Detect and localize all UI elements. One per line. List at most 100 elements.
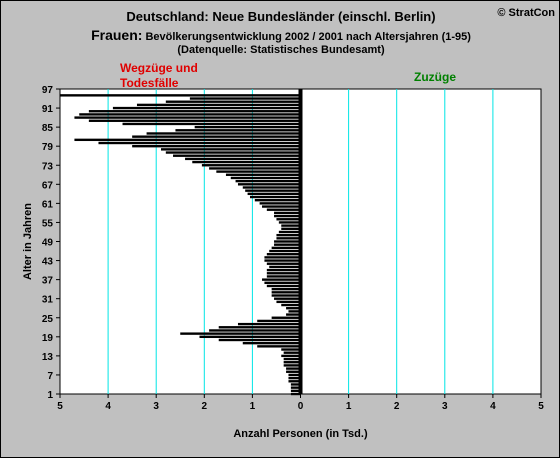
bar-wegzuege <box>98 141 301 145</box>
bar-wegzuege <box>271 316 301 319</box>
bar-wegzuege <box>88 119 301 122</box>
bar-wegzuege <box>283 361 301 364</box>
chart-subtitle: Frauen: Bevölkerungsentwicklung 2002 / 2… <box>1 27 560 43</box>
bar-wegzuege <box>242 341 301 345</box>
bar-wegzuege <box>288 380 301 383</box>
bar-wegzuege <box>237 322 301 326</box>
bar-wegzuege <box>74 116 301 119</box>
bar-wegzuege <box>262 278 301 281</box>
y-tick-label: 7 <box>47 371 53 382</box>
y-tick-label: 13 <box>42 352 54 363</box>
bar-wegzuege <box>165 151 301 154</box>
bar-wegzuege <box>288 310 301 313</box>
bar-wegzuege <box>283 351 301 354</box>
bar-wegzuege <box>266 262 301 265</box>
bar-wegzuege <box>237 183 301 186</box>
bar-wegzuege <box>278 230 301 234</box>
bar-wegzuege <box>132 144 301 148</box>
bar-wegzuege <box>271 287 301 291</box>
bar-wegzuege <box>264 281 301 284</box>
bar-wegzuege <box>274 211 301 215</box>
bar-wegzuege <box>274 297 301 300</box>
bar-wegzuege <box>201 164 301 167</box>
bar-wegzuege <box>146 132 301 135</box>
bar-wegzuege <box>283 357 301 361</box>
bar-wegzuege <box>257 319 301 323</box>
bar-wegzuege <box>269 249 301 253</box>
bar-wegzuege <box>262 205 301 208</box>
copyright-label: © StratCon <box>497 7 555 19</box>
bar-wegzuege <box>288 376 301 380</box>
bar-wegzuege <box>266 284 301 288</box>
bar-wegzuege <box>286 370 301 373</box>
x-tick-label: 5 <box>57 401 63 412</box>
y-tick-label: 79 <box>42 142 54 153</box>
x-tick-label: 5 <box>538 401 544 412</box>
bar-wegzuege <box>259 202 301 205</box>
bar-wegzuege <box>216 170 301 173</box>
bar-wegzuege <box>286 313 301 316</box>
bar-wegzuege <box>173 154 301 157</box>
bar-wegzuege <box>281 348 301 351</box>
bar-wegzuege <box>249 195 301 199</box>
bar-wegzuege <box>161 148 301 151</box>
y-tick-label: 1 <box>47 390 53 401</box>
bar-wegzuege <box>271 246 301 250</box>
chart-title: Deutschland: Neue Bundesländer (einschl.… <box>126 9 436 24</box>
bar-wegzuege <box>88 110 301 113</box>
x-tick-label: 0 <box>298 401 304 412</box>
bar-wegzuege <box>266 272 301 275</box>
bar-wegzuege <box>79 113 301 116</box>
x-tick-label: 4 <box>490 401 496 412</box>
subtitle-prefix: Frauen: <box>91 27 143 43</box>
bar-wegzuege <box>218 326 301 329</box>
bar-wegzuege <box>276 218 301 221</box>
y-tick-label: 97 <box>42 85 54 96</box>
bar-wegzuege <box>290 389 301 393</box>
x-tick-label: 2 <box>394 401 400 412</box>
bar-wegzuege <box>242 186 301 189</box>
bar-wegzuege <box>271 291 301 294</box>
bar-wegzuege <box>218 338 301 342</box>
bar-wegzuege <box>264 259 301 262</box>
data-source: (Datenquelle: Statistisches Bundesamt) <box>177 44 385 56</box>
y-tick-label: 43 <box>42 257 54 268</box>
bar-wegzuege <box>74 138 301 142</box>
bar-wegzuege <box>132 135 301 138</box>
y-tick-label: 85 <box>42 123 54 134</box>
x-tick-label: 1 <box>250 401 256 412</box>
bar-wegzuege <box>290 392 301 396</box>
zero-axis-line <box>298 89 303 394</box>
bar-wegzuege <box>276 300 301 304</box>
bar-wegzuege <box>274 240 301 243</box>
x-tick-label: 3 <box>153 401 159 412</box>
bar-wegzuege <box>165 100 301 103</box>
y-axis-title: Alter in Jahren <box>22 203 34 280</box>
y-tick-label: 91 <box>42 104 54 115</box>
bar-wegzuege <box>274 214 301 218</box>
bar-wegzuege <box>266 208 301 211</box>
bar-wegzuege <box>281 354 301 358</box>
bar-wegzuege <box>286 307 301 310</box>
x-tick-label: 4 <box>105 401 111 412</box>
bar-wegzuege <box>264 256 301 259</box>
bar-wegzuege <box>235 179 301 183</box>
bar-wegzuege <box>266 275 301 278</box>
y-tick-label: 31 <box>42 295 54 306</box>
x-tick-label: 1 <box>346 401 352 412</box>
bar-wegzuege <box>194 125 301 129</box>
right-region-label: Zuzüge <box>414 70 456 84</box>
bar-wegzuege <box>209 329 301 332</box>
bar-wegzuege <box>274 243 301 246</box>
bar-wegzuege <box>245 189 301 192</box>
y-tick-label: 73 <box>42 161 54 172</box>
bar-wegzuege <box>254 199 301 202</box>
bar-wegzuege <box>192 160 301 164</box>
y-tick-label: 37 <box>42 276 54 287</box>
bar-wegzuege <box>185 157 301 161</box>
y-tick-label: 55 <box>42 218 54 229</box>
bar-wegzuege <box>247 192 301 196</box>
bar-wegzuege <box>281 224 301 227</box>
